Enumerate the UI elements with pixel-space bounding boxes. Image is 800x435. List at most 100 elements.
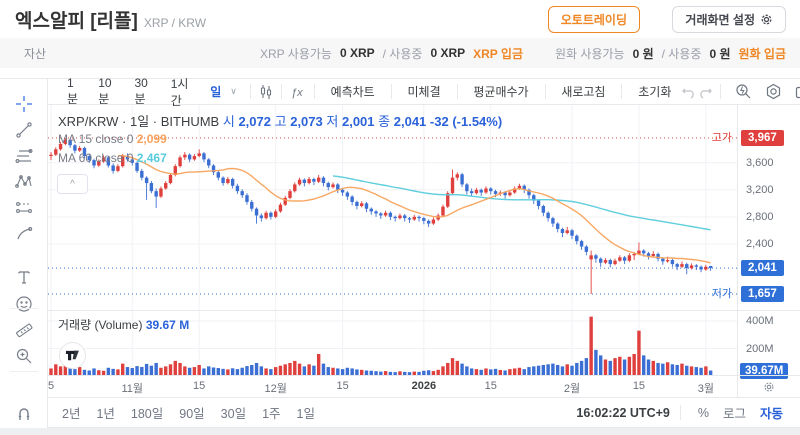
range-button-30일[interactable]: 30일 [220, 407, 247, 421]
toolbar-divider [621, 84, 623, 99]
candlestick-plot [48, 105, 737, 310]
fib-retracement-icon[interactable] [13, 145, 35, 167]
svg-text:ƒx: ƒx [291, 87, 303, 99]
ohlc-readout: 시 2,072 고 2,073 저 2,001 종 2,041 -32 (-1.… [222, 114, 503, 129]
interval-button-일[interactable]: 일 [210, 85, 222, 99]
toolbar-divider [10, 308, 38, 309]
volume-axis[interactable]: 400M 200M 39.67M [737, 310, 800, 379]
auto-scale-button[interactable]: 자동 [759, 407, 783, 421]
screen-settings-button[interactable]: 거래화면 설정 [672, 6, 786, 33]
toolbar-divider [313, 84, 315, 99]
toolbar-divider [544, 84, 546, 99]
range-buttons: 2년 1년 180일 90일 30일 1주 1일 [48, 403, 323, 422]
toolbar-button-초기화[interactable]: 초기화 [638, 85, 672, 99]
autotrading-button[interactable]: 오토트레이딩 [547, 6, 640, 33]
toolbar-button-미체결[interactable]: 미체결 [407, 85, 441, 99]
change-readout: -32 (-1.54%) [429, 114, 503, 129]
chart-toolbar: 1분 10분 30분 1시간 일 ∨ ƒx 예측차트 미체결 평균매수가 새로고침 초기화 [48, 76, 800, 108]
trendline-icon[interactable] [13, 119, 35, 141]
krw-inuse-value: 0 원 [709, 46, 731, 61]
session-low-badge: 1,657 [741, 285, 784, 302]
ruler-icon[interactable] [13, 319, 35, 341]
krw-available-label: 원화 사용가능 [555, 46, 625, 61]
price-chart-pane[interactable]: XRP/KRW · 1일 · BITHUMB 시 2,072 고 2,073 저… [48, 105, 737, 310]
search-history-icon[interactable] [732, 82, 754, 102]
brush-icon[interactable] [13, 223, 35, 245]
magnet-icon[interactable] [13, 403, 35, 425]
percent-scale-button[interactable]: % [697, 405, 709, 420]
drawing-toolbar [0, 78, 48, 435]
text-tool-icon[interactable] [13, 266, 35, 288]
chevron-up-icon: ^ [70, 178, 75, 190]
chart-legend: XRP/KRW · 1일 · BITHUMB 시 2,072 고 2,073 저… [58, 111, 502, 130]
range-button-1주[interactable]: 1주 [262, 407, 281, 421]
axis-gear-icon [763, 381, 775, 393]
ma15-legend: MA 15 close 0 2,099 [58, 132, 167, 146]
krw-deposit-link[interactable]: 원화 입금 [738, 46, 787, 61]
interval-dropdown-chevron-icon[interactable]: ∨ [230, 86, 237, 96]
tradingview-logo[interactable] [59, 342, 86, 369]
price-tick: 3,600 [746, 156, 774, 169]
snapshot-icon[interactable] [792, 82, 800, 102]
time-tick: 2월 [563, 383, 581, 395]
redo-icon[interactable] [697, 82, 713, 102]
gear-icon [760, 13, 773, 26]
toolbar-divider [10, 371, 38, 372]
time-tick: 15 [484, 380, 497, 392]
toolbar-divider [720, 84, 722, 99]
toolbar-divider [249, 84, 251, 99]
toolbar-button-평균매수가[interactable]: 평균매수가 [473, 85, 529, 99]
coin-pair: XRP / KRW [143, 16, 207, 30]
interval-button-30분[interactable]: 30분 [134, 76, 148, 106]
chart-settings-icon[interactable] [762, 82, 784, 102]
time-tick: 12월 [264, 383, 287, 395]
xrp-available-label: XRP 사용가능 [260, 46, 332, 61]
fx-indicator-icon[interactable]: ƒx [289, 82, 307, 102]
coin-name: 엑스알피 [리플] [15, 11, 138, 32]
emoji-icon[interactable] [13, 293, 35, 315]
krw-inuse-label: / 사용중 [661, 46, 702, 61]
time-tick: 15 [632, 380, 646, 392]
interval-button-1시간[interactable]: 1시간 [170, 76, 189, 108]
time-axis[interactable]: 5 11월 15 12월 15 2026 15 2월 15 3월 [48, 375, 737, 397]
page-title: 엑스알피 [리플] XRP / KRW [15, 6, 206, 33]
divider [679, 405, 681, 420]
page-bottom-strip [0, 428, 800, 435]
time-tick: 5 [47, 380, 55, 392]
toolbar-divider [281, 84, 282, 99]
interval-button-10분[interactable]: 10분 [98, 76, 112, 106]
range-button-90일[interactable]: 90일 [179, 407, 205, 421]
candle-style-icon[interactable] [258, 82, 274, 102]
volume-pane[interactable]: 거래량 (Volume) 39.67 M [48, 310, 737, 375]
ma15-value: 2,099 [136, 132, 167, 146]
chart-bottom-bar: 2년 1년 180일 90일 30일 1주 1일 16:02:22 UTC+9 % 로그 자… [48, 397, 800, 428]
clock: 16:02:22 UTC+9 [576, 405, 670, 420]
log-scale-button[interactable]: 로그 [722, 407, 746, 421]
zoom-in-icon[interactable] [13, 345, 35, 367]
range-button-180일[interactable]: 180일 [130, 407, 164, 421]
undo-icon[interactable] [680, 82, 696, 102]
range-button-2년[interactable]: 2년 [62, 407, 81, 421]
price-axis[interactable]: 3,967 3,600 3,200 2,800 2,400 2,041 1,657 [737, 105, 800, 310]
xabcd-pattern-icon[interactable] [13, 171, 35, 193]
axis-settings-corner[interactable] [737, 375, 800, 397]
volume-tick: 400M [746, 315, 774, 328]
xrp-deposit-link[interactable]: XRP 입금 [473, 46, 523, 61]
interval-button-1분[interactable]: 1분 [67, 76, 79, 106]
toolbar-left-group: 1분 10분 30분 1시간 일 ∨ ƒx 예측차트 미체결 평균매수가 새로고침 초기화 [48, 75, 713, 109]
price-tick: 3,200 [746, 183, 774, 196]
page-header: 엑스알피 [리플] XRP / KRW 오토트레이딩 거래화면 설정 [0, 0, 800, 38]
volume-value: 39.67 M [145, 318, 190, 332]
current-price-badge: 2,041 [741, 260, 784, 277]
range-button-1년[interactable]: 1년 [96, 407, 115, 421]
volume-tick: 200M [746, 342, 774, 355]
toolbar-button-예측차트[interactable]: 예측차트 [330, 85, 375, 99]
toolbar-button-새로고침[interactable]: 새로고침 [561, 85, 606, 99]
legend-collapse-button[interactable]: ^ [57, 174, 88, 194]
range-button-1일[interactable]: 1일 [296, 407, 315, 421]
volume-legend: 거래량 (Volume) 39.67 M [58, 318, 190, 332]
forecast-icon[interactable] [13, 197, 35, 219]
ma60-legend: MA 60 close 0 2,467 [58, 151, 167, 165]
crosshair-icon[interactable] [13, 93, 35, 115]
